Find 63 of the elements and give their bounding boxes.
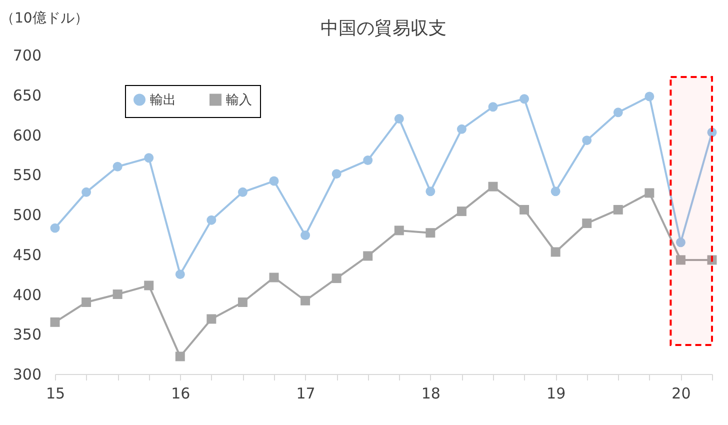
point	[488, 102, 498, 112]
y-tick-label: 400	[12, 286, 42, 304]
point	[644, 92, 654, 102]
x-tick-label: 19	[546, 384, 566, 402]
y-tick-label: 300	[12, 366, 42, 384]
point	[300, 230, 310, 240]
x-tick-label: 20	[672, 384, 691, 402]
point	[550, 186, 560, 196]
point	[144, 280, 154, 290]
point	[707, 255, 717, 265]
x-tick-label: 17	[296, 384, 316, 402]
point	[269, 272, 279, 282]
y-axis-title: （10億ドル）	[0, 10, 88, 26]
legend-label: 輸出	[150, 92, 176, 108]
point	[300, 296, 310, 306]
point	[582, 136, 592, 146]
point	[426, 186, 436, 196]
y-tick-label: 550	[12, 166, 42, 184]
point	[82, 297, 92, 307]
point	[112, 162, 122, 172]
point	[644, 188, 654, 198]
point	[613, 204, 623, 214]
y-tick-label: 650	[12, 86, 42, 104]
point	[676, 238, 686, 248]
y-tick-label: 350	[12, 326, 42, 344]
x-tick-label: 18	[421, 384, 440, 402]
point	[206, 314, 216, 324]
point	[456, 124, 466, 134]
point	[50, 317, 60, 327]
y-tick-label: 600	[12, 126, 42, 144]
point	[82, 187, 92, 197]
point	[520, 204, 530, 214]
point	[175, 352, 185, 362]
x-tick-label: 16	[171, 384, 190, 402]
point	[144, 153, 154, 163]
x-tick-label: 15	[46, 384, 66, 402]
point	[488, 182, 498, 192]
point	[175, 270, 185, 280]
point	[363, 251, 373, 261]
point	[676, 255, 686, 265]
point	[206, 215, 216, 225]
y-tick-label: 700	[12, 46, 42, 64]
chart-title: 中国の貿易収支	[320, 18, 446, 39]
y-tick-label: 450	[12, 246, 42, 264]
y-tick-label: 500	[12, 206, 42, 224]
point	[50, 223, 60, 233]
point	[394, 114, 404, 124]
point	[332, 169, 342, 179]
point	[520, 94, 530, 104]
point	[363, 156, 373, 166]
point	[582, 218, 592, 228]
point	[456, 206, 466, 216]
point	[269, 176, 279, 186]
point	[238, 297, 248, 307]
point	[332, 274, 342, 284]
legend-label: 輸入	[226, 92, 252, 108]
point	[426, 228, 436, 238]
point	[707, 128, 717, 138]
point	[394, 226, 404, 236]
point	[613, 108, 623, 118]
point	[238, 187, 248, 197]
point	[550, 247, 560, 257]
point	[112, 290, 122, 299]
